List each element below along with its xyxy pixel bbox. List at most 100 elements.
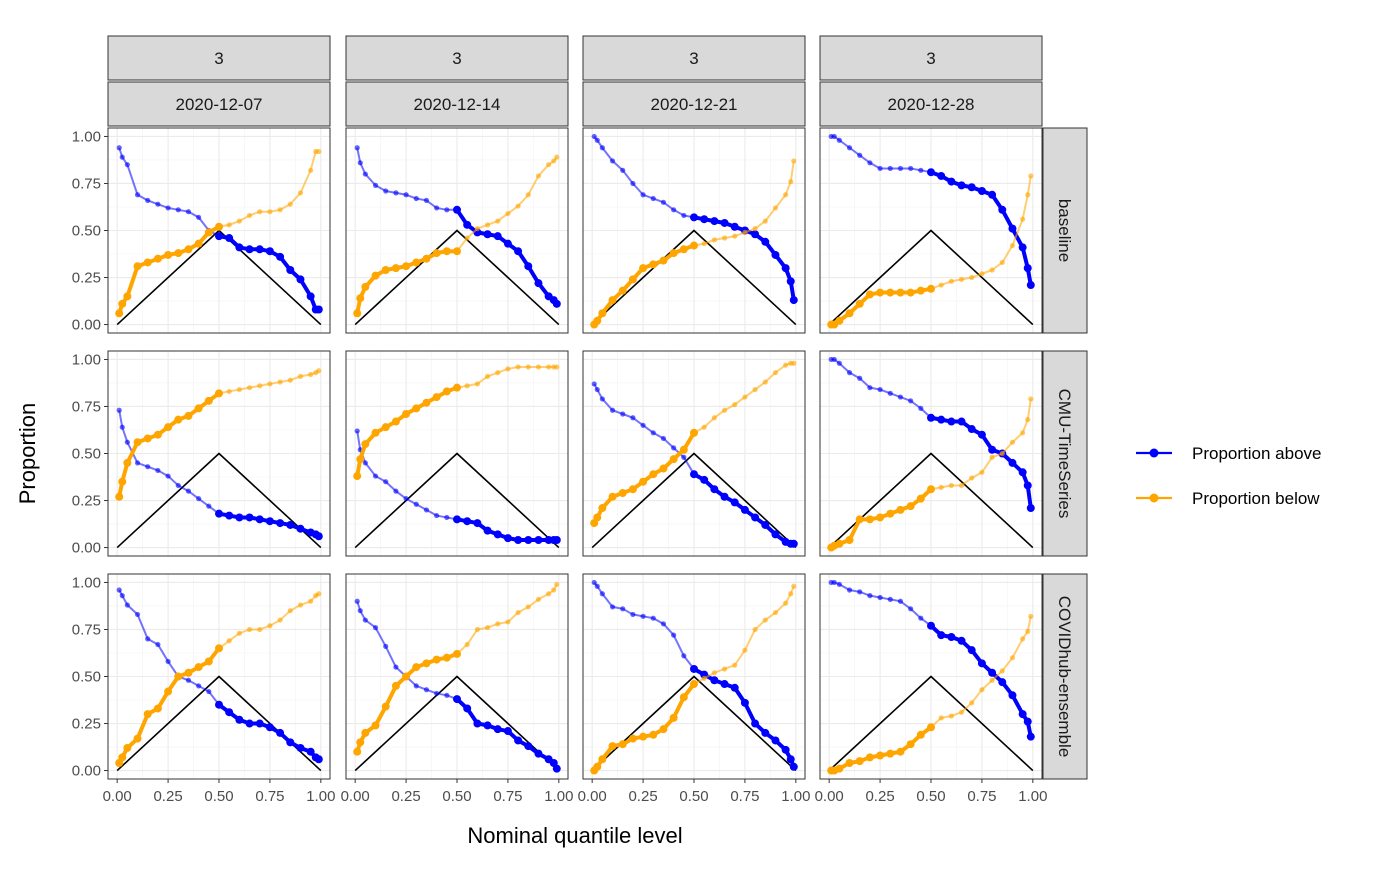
below-point [123, 292, 132, 301]
below-point [865, 290, 874, 299]
above-point [591, 579, 597, 586]
above-point [1023, 717, 1032, 726]
above-point [453, 695, 461, 704]
column-strip-date-label-3: 2020-12-28 [888, 95, 975, 114]
x-tick-label: 0.50 [204, 788, 233, 805]
x-tick-label: 1.00 [306, 788, 335, 805]
above-point [1008, 224, 1017, 233]
above-point [296, 275, 305, 284]
below-point [515, 364, 521, 370]
above-point [846, 145, 853, 151]
above-point [650, 430, 656, 436]
below-series-line-highlight [117, 224, 220, 314]
above-point [286, 738, 295, 747]
below-point [639, 264, 648, 273]
above-point [918, 405, 924, 411]
below-point [464, 235, 470, 241]
below-point [618, 286, 627, 295]
below-point [525, 604, 531, 610]
above-point [423, 687, 430, 693]
below-point [628, 275, 637, 284]
above-point [155, 641, 161, 648]
above-point [897, 598, 904, 604]
above-point [314, 532, 323, 541]
y-tick-label: 0.75 [72, 175, 101, 192]
above-point [534, 749, 543, 758]
above-point [887, 596, 893, 602]
above-point [276, 252, 285, 261]
above-point [771, 530, 780, 539]
above-point [591, 381, 597, 387]
above-point [846, 587, 853, 593]
below-point [788, 591, 794, 597]
y-tick-label: 0.25 [72, 270, 101, 287]
above-point [660, 199, 667, 205]
below-point [649, 730, 658, 739]
above-point [372, 625, 379, 631]
above-point [867, 593, 873, 599]
above-point [988, 668, 997, 677]
below-point [711, 670, 717, 676]
below-point [123, 743, 132, 752]
below-point [721, 666, 728, 672]
below-series-line-highlight [117, 647, 221, 764]
below-point [958, 482, 965, 489]
above-point [444, 207, 450, 213]
above-point [836, 137, 842, 143]
below-point [194, 404, 203, 413]
above-point [124, 602, 130, 608]
below-point [948, 713, 954, 719]
reference-line [828, 452, 1034, 549]
above-point [306, 747, 315, 756]
above-point [751, 719, 760, 728]
above-point [434, 512, 440, 519]
above-point [493, 530, 502, 539]
above-point [609, 604, 616, 610]
above-point [116, 407, 122, 413]
below-point [711, 415, 717, 421]
above-point [640, 613, 646, 619]
above-point [473, 719, 482, 728]
below-point [791, 583, 797, 589]
above-point [660, 435, 667, 442]
above-point [296, 743, 305, 752]
below-point [1020, 430, 1026, 436]
row-strip-1 [1042, 350, 1088, 557]
below-point [174, 672, 183, 681]
below-point [432, 393, 441, 402]
below-point [1009, 439, 1016, 445]
below-point [353, 472, 362, 481]
below-point [464, 641, 470, 648]
above-point [947, 177, 956, 186]
panel-2-3 [819, 573, 1043, 780]
below-point [474, 226, 480, 232]
below-point [495, 370, 501, 376]
above-point [196, 683, 202, 689]
below-point [1009, 655, 1016, 661]
above-point [493, 232, 502, 241]
below-point [391, 264, 400, 273]
below-point [598, 504, 607, 513]
above-point [1008, 691, 1017, 700]
above-point [630, 611, 636, 618]
below-point [927, 485, 935, 494]
column-strip-date-0 [107, 81, 331, 127]
below-point [1025, 192, 1031, 198]
above-point [245, 719, 254, 728]
below-point [535, 364, 542, 370]
below-point [308, 598, 314, 604]
below-point [277, 617, 283, 623]
above-point [998, 205, 1007, 214]
below-point [690, 428, 698, 437]
above-point [877, 594, 883, 601]
column-strip-date-label-1: 2020-12-14 [414, 95, 501, 114]
above-point [710, 676, 719, 685]
below-point [628, 485, 637, 494]
x-tick-label: 0.25 [153, 788, 182, 805]
below-point [484, 625, 491, 631]
above-series-line-highlight [929, 624, 1033, 738]
below-point [772, 370, 779, 376]
reference-line [591, 675, 797, 772]
below-point [916, 494, 925, 503]
